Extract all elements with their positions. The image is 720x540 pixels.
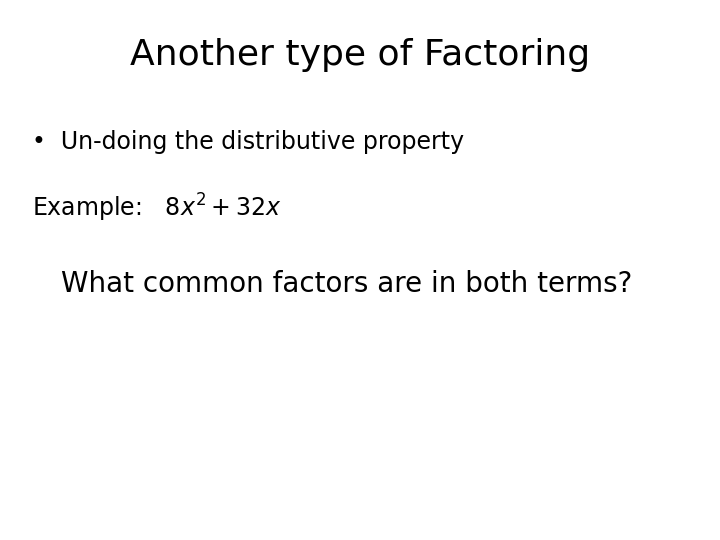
Text: •  Un-doing the distributive property: • Un-doing the distributive property [32,130,464,153]
Text: Another type of Factoring: Another type of Factoring [130,38,590,72]
Text: Example:   $8x^2 + 32x$: Example: $8x^2 + 32x$ [32,192,282,224]
Text: What common factors are in both terms?: What common factors are in both terms? [61,270,633,298]
